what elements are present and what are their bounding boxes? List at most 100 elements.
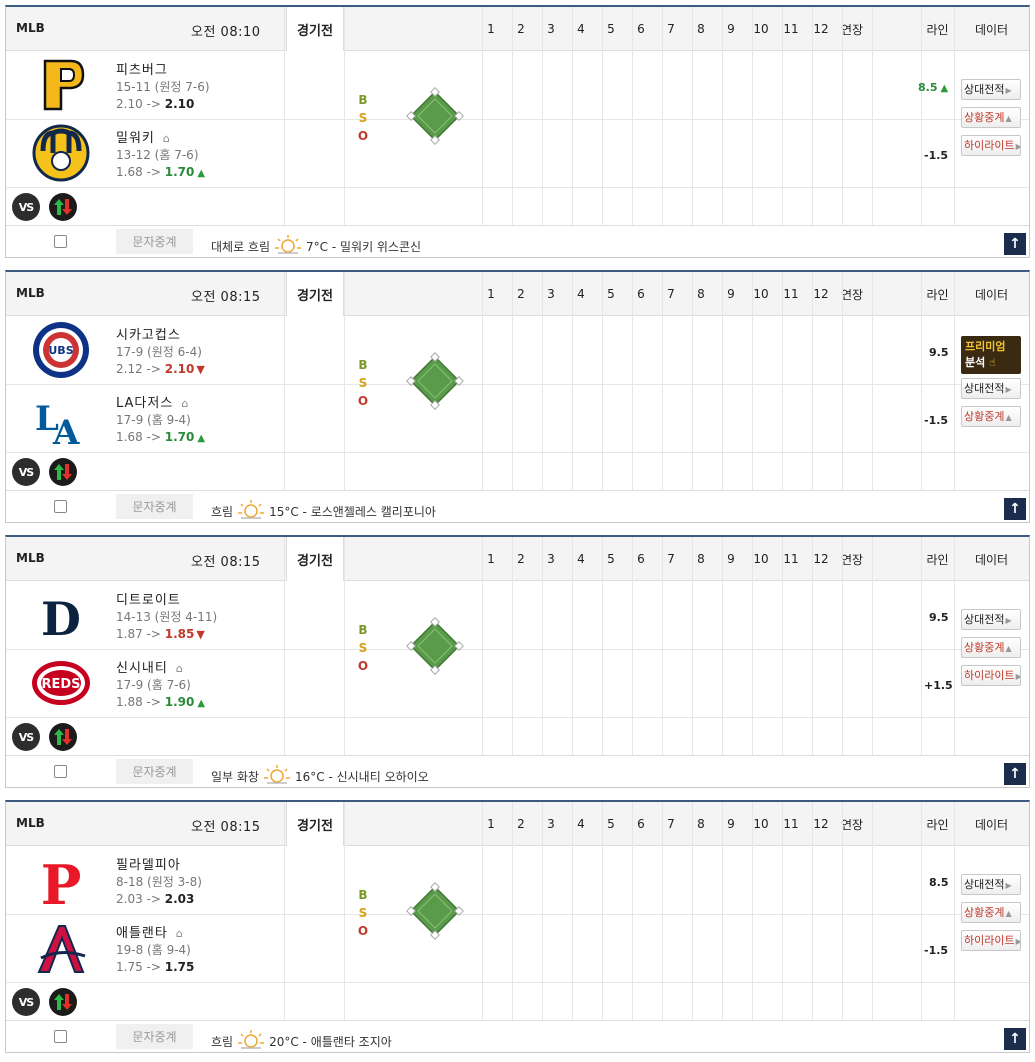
scroll-top-button[interactable]: ↑	[1004, 1028, 1026, 1050]
data-button[interactable]: 상대전적▶	[961, 609, 1021, 630]
league-label: MLB	[16, 816, 45, 830]
select-checkbox[interactable]	[54, 500, 67, 513]
column-divider	[752, 7, 753, 227]
sun-cloud-icon	[263, 764, 291, 787]
data-button-label: 상대전적	[964, 613, 1005, 626]
inning-header: 3	[547, 287, 555, 301]
data-button[interactable]: 하이라이트▶	[961, 665, 1021, 686]
data-button[interactable]: 상황중계▲	[961, 637, 1021, 658]
team-name[interactable]: LA다저스 ⌂	[116, 392, 189, 411]
column-divider	[284, 272, 285, 492]
vs-icon[interactable]: VS	[12, 193, 40, 221]
scroll-top-button[interactable]: ↑	[1004, 763, 1026, 785]
select-checkbox[interactable]	[54, 1030, 67, 1043]
data-button[interactable]: 상황중계▲	[961, 107, 1021, 128]
text-relay-button[interactable]: 문자중계	[116, 759, 193, 784]
data-button[interactable]: 상황중계▲	[961, 902, 1021, 923]
team-name[interactable]: 디트로이트	[116, 589, 181, 608]
column-divider	[921, 7, 922, 227]
data-header: 데이터	[974, 22, 1009, 37]
inning-header: 1	[487, 22, 495, 36]
line-total-value: 8.5	[929, 876, 949, 889]
scroll-top-button[interactable]: ↑	[1004, 498, 1026, 520]
text-relay-button[interactable]: 문자중계	[116, 494, 193, 519]
data-button[interactable]: 하이라이트▶	[961, 930, 1021, 951]
inning-header: 2	[517, 22, 525, 36]
premium-analysis-button[interactable]: 프리미엄 분석 ☝	[961, 336, 1021, 374]
column-divider	[692, 802, 693, 1022]
game-status: 경기전	[286, 802, 344, 846]
team-name[interactable]: 필라델피아	[116, 854, 181, 873]
league-label: MLB	[16, 21, 45, 35]
game-header: MLB 오전 08:15 경기전 1 2 3 4 5 6 7 8 9 10 11 12 연장 라인 데이터	[6, 537, 1029, 581]
inning-header: 10	[753, 552, 769, 566]
team-odds: 1.87 -> 1.85 ▼	[116, 627, 205, 641]
row-divider	[6, 452, 1029, 453]
weather-text: 흐림	[211, 1035, 234, 1049]
team-name-text[interactable]: 피츠버그	[116, 63, 168, 78]
team-odds: 1.68 -> 1.70 ▲	[116, 165, 205, 179]
team-name[interactable]: 시카고컵스	[116, 324, 181, 343]
data-button[interactable]: 상대전적▶	[961, 79, 1021, 100]
select-checkbox[interactable]	[54, 765, 67, 778]
column-divider	[284, 7, 285, 227]
vs-icon[interactable]: VS	[12, 458, 40, 486]
inning-header: 9	[727, 287, 735, 301]
column-divider	[662, 802, 663, 1022]
team-name-text[interactable]: 신시내티	[116, 661, 168, 676]
vs-icon[interactable]: VS	[12, 988, 40, 1016]
team-name-text[interactable]: 밀워키	[116, 131, 155, 146]
team-name[interactable]: 밀워키 ⌂	[116, 127, 171, 146]
column-divider	[512, 802, 513, 1022]
vs-icon[interactable]: VS	[12, 723, 40, 751]
team-name[interactable]: 신시내티 ⌂	[116, 657, 184, 676]
column-divider	[872, 537, 873, 757]
row-divider	[6, 384, 1029, 385]
sun-cloud-icon	[237, 499, 265, 522]
team-name[interactable]: 피츠버그	[116, 59, 168, 78]
scroll-top-button[interactable]: ↑	[1004, 233, 1026, 255]
inning-header: 11	[783, 287, 799, 301]
inning-header: 3	[547, 552, 555, 566]
column-divider	[921, 272, 922, 492]
text-relay-button[interactable]: 문자중계	[116, 1024, 193, 1049]
inning-header: 8	[697, 287, 705, 301]
column-divider	[842, 7, 843, 227]
data-button[interactable]: 상대전적▶	[961, 378, 1021, 399]
select-checkbox[interactable]	[54, 235, 67, 248]
inning-header: 10	[753, 287, 769, 301]
column-divider	[954, 537, 955, 757]
weather-info: 흐림 20°C - 애틀랜타 조지아	[211, 1029, 392, 1052]
data-button[interactable]: 상대전적▶	[961, 874, 1021, 895]
column-divider	[752, 272, 753, 492]
team-record: 8-18 (원정 3-8)	[116, 875, 202, 889]
data-button[interactable]: 하이라이트▶	[961, 135, 1021, 156]
team-name-text[interactable]: LA다저스	[116, 396, 174, 411]
inning-header: 6	[637, 22, 645, 36]
pirates-logo	[31, 55, 91, 115]
sun-cloud-icon	[274, 234, 302, 257]
column-divider	[602, 7, 603, 227]
updown-icon[interactable]	[49, 193, 77, 221]
updown-icon[interactable]	[49, 458, 77, 486]
premium-line1: 프리미엄	[965, 340, 1006, 353]
weather-info: 대체로 흐림 7°C - 밀워키 위스콘신	[211, 234, 421, 257]
updown-icon[interactable]	[49, 723, 77, 751]
team-name-text[interactable]: 애틀랜타	[116, 926, 168, 941]
premium-line2-text: 분석	[965, 356, 986, 369]
game-header: MLB 오전 08:15 경기전 1 2 3 4 5 6 7 8 9 10 11 12 연장 라인 데이터	[6, 802, 1029, 846]
inning-header: 연장	[840, 552, 864, 567]
column-divider	[512, 272, 513, 492]
game-header: MLB 오전 08:10 경기전 1 2 3 4 5 6 7 8 9 10 11 12 연장 라인 데이터	[6, 7, 1029, 51]
data-button[interactable]: 상황중계▲	[961, 406, 1021, 427]
team-name-text[interactable]: 시카고컵스	[116, 328, 181, 343]
updown-icon[interactable]	[49, 988, 77, 1016]
team-name[interactable]: 애틀랜타 ⌂	[116, 922, 184, 941]
team-name-text[interactable]: 필라델피아	[116, 858, 181, 873]
column-divider	[482, 272, 483, 492]
team-name-text[interactable]: 디트로이트	[116, 593, 181, 608]
column-divider	[842, 537, 843, 757]
odds-up-icon: ▲	[197, 698, 206, 709]
text-relay-button[interactable]: 문자중계	[116, 229, 193, 254]
